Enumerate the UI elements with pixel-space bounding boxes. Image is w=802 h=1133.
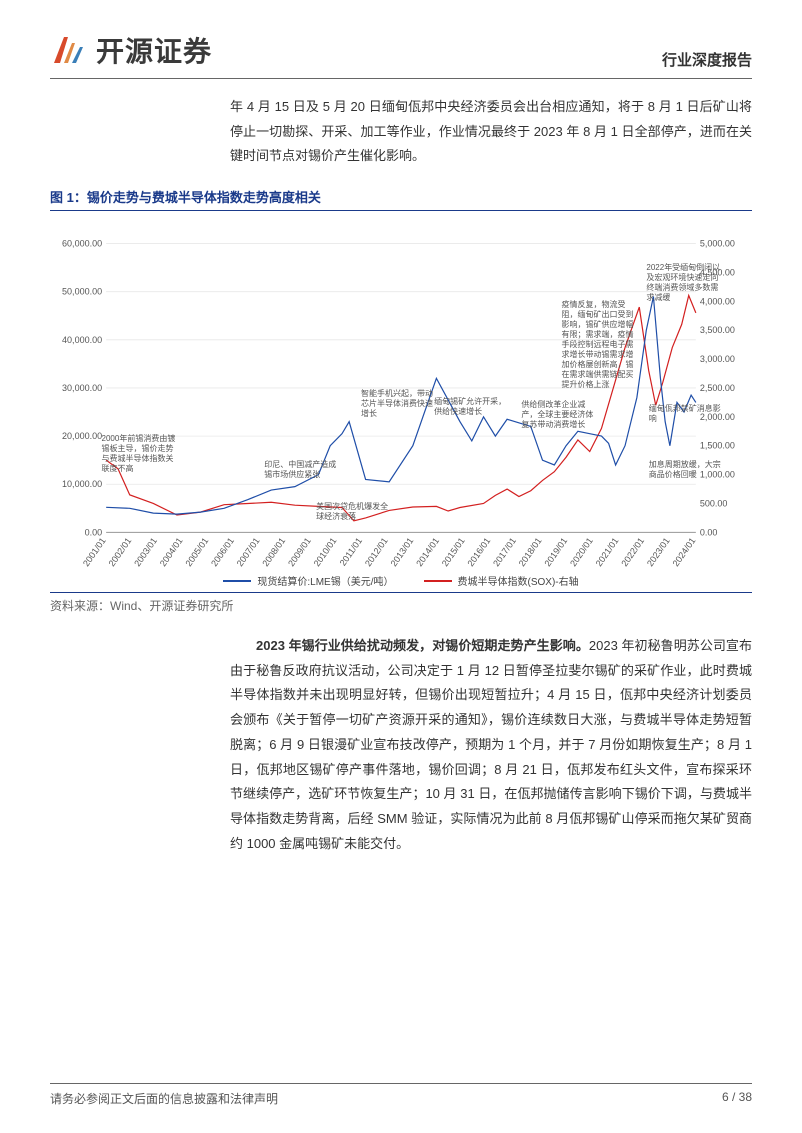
footer-disclaimer: 请务必参阅正文后面的信息披露和法律声明 [50,1090,278,1107]
svg-text:10,000.00: 10,000.00 [62,479,102,489]
chart: 0.00 10,000.00 20,000.00 30,000.00 40,000.00… [50,217,752,587]
svg-text:3,000.00: 3,000.00 [700,354,735,364]
logo-text: 开源证券 [96,30,212,70]
svg-text:0.00: 0.00 [700,527,718,537]
page-footer: 请务必参阅正文后面的信息披露和法律声明 6 / 38 [50,1083,752,1107]
chart-annotation: 智能手机兴起，带动芯片半导体消费快速增长 [361,389,439,419]
figure-label: 图 1： [50,190,87,205]
chart-annotation: 加息周期放缓，大宗商品价格回暖 [649,460,727,480]
body-paragraph: 2023 年锡行业供给扰动频发，对锡价短期走势产生影响。2023 年初秘鲁明苏公… [230,634,752,856]
page-header: 开源证券 行业深度报告 [50,30,752,79]
logo-block: 开源证券 [50,30,212,70]
chart-annotation: 疫情反复，物流受阻，缅甸矿出口受到影响，锡矿供应增幅有限；需求端，疫情手段控制远… [561,300,639,390]
footer-page: 6 / 38 [722,1090,752,1107]
chart-annotation: 供给侧改革企业减产，全球主要经济体复苏带动消费增长 [521,400,599,430]
svg-text:50,000.00: 50,000.00 [62,287,102,297]
chart-annotation: 印尼、中国减产造成锡市场供应紧张 [264,460,342,480]
logo-icon [50,33,88,67]
svg-text:40,000.00: 40,000.00 [62,335,102,345]
doc-type: 行业深度报告 [662,49,752,70]
svg-text:20,000.00: 20,000.00 [62,431,102,441]
figure-title-text: 锡价走势与费城半导体指数走势高度相关 [87,190,321,205]
body-lead: 2023 年锡行业供给扰动频发，对锡价短期走势产生影响。 [256,638,589,653]
chart-annotation: 2022年受缅甸倒闭以及宏观环境快速走向终端消费领域多数需求减缓 [646,263,724,303]
svg-text:2,500.00: 2,500.00 [700,383,735,393]
figure-source: 资料来源：Wind、开源证券研究所 [50,592,752,614]
chart-annotation: 美国次贷危机爆发全球经济衰落 [316,502,394,522]
svg-text:5,000.00: 5,000.00 [700,239,735,249]
chart-annotation: 缅甸佤邦禁矿消息影响 [649,404,727,424]
body-text: 2023 年初秘鲁明苏公司宣布由于秘鲁反政府抗议活动，公司决定于 1 月 12 … [230,638,752,851]
figure-title: 图 1：锡价走势与费城半导体指数走势高度相关 [50,187,752,211]
svg-text:30,000.00: 30,000.00 [62,383,102,393]
svg-text:500.00: 500.00 [700,499,728,509]
intro-paragraph: 年 4 月 15 日及 5 月 20 日缅甸佤邦中央经济委员会出台相应通知，将于… [230,95,752,169]
svg-text:1,500.00: 1,500.00 [700,441,735,451]
svg-text:60,000.00: 60,000.00 [62,239,102,249]
chart-annotation: 2000年前锡消费由镀锡板主导，锡价走势与费城半导体指数关联度不高 [102,434,180,474]
svg-text:3,500.00: 3,500.00 [700,325,735,335]
chart-annotation: 缅甸锡矿允许开采，供给快速增长 [434,397,512,417]
